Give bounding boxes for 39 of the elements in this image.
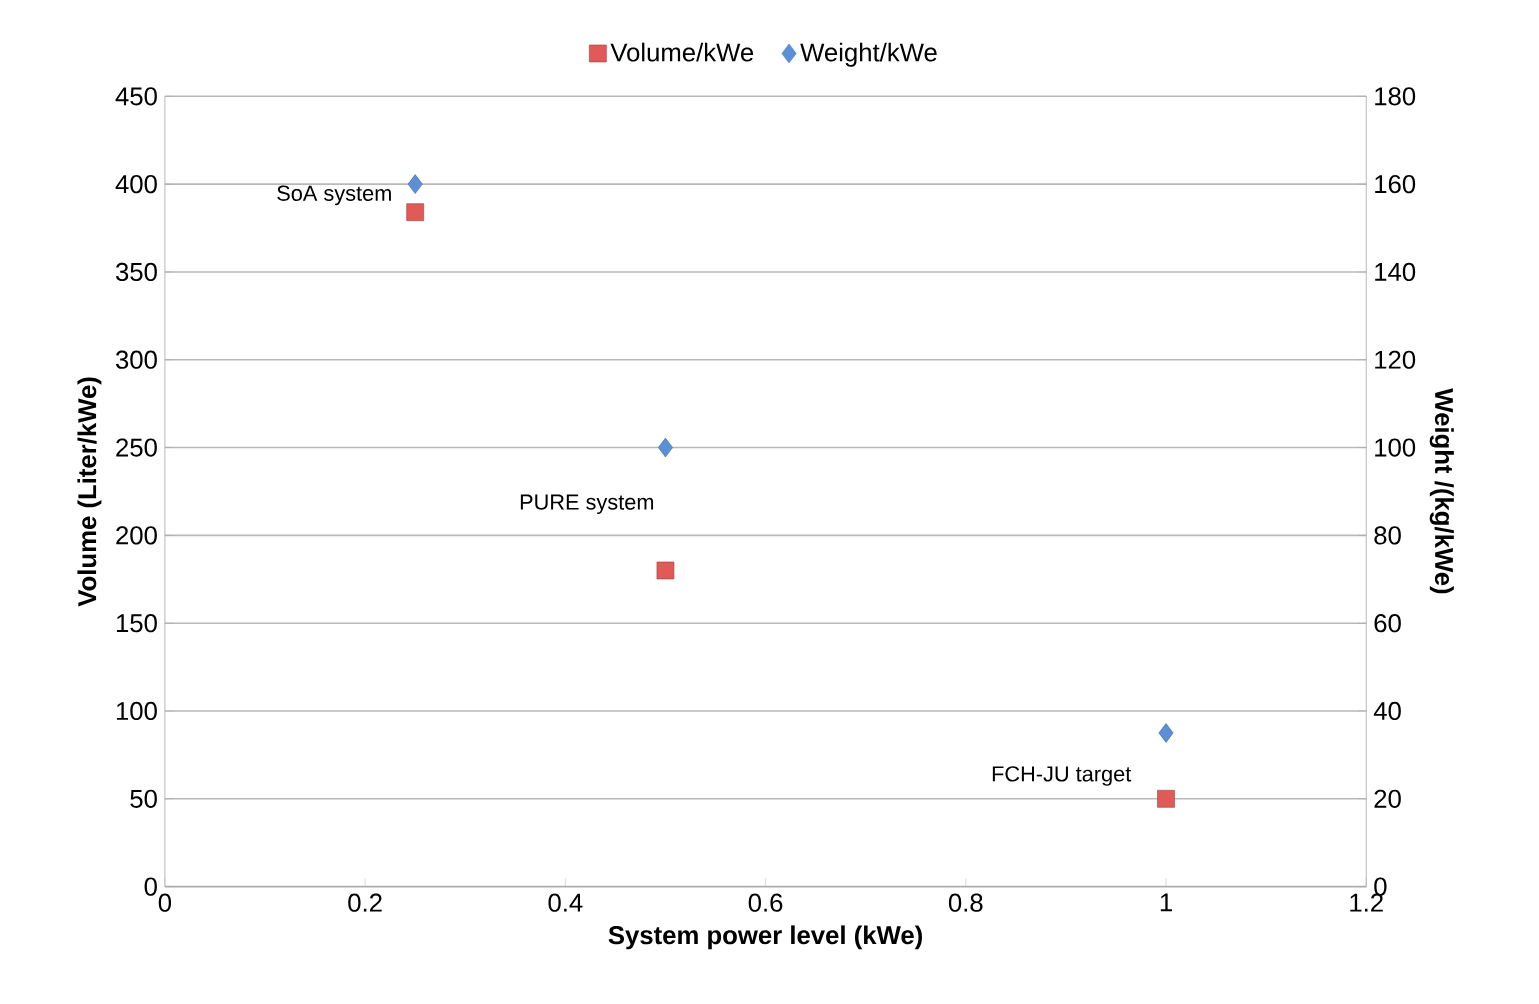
point (656, 561, 675, 580)
y2-tick-label: 180 (1375, 87, 1416, 106)
y2-tick-label: 80 (1374, 526, 1401, 545)
y2-tick-label: 120 (1375, 350, 1416, 369)
annotation: PURE system (520, 494, 654, 515)
legend-label: Volume/kWe (610, 42, 754, 62)
point (407, 174, 423, 195)
y2-tick-label: 160 (1375, 175, 1416, 194)
y2-tick-label: 20 (1374, 789, 1401, 809)
x-tick-label: 0.4 (548, 893, 583, 912)
y-tick-label: 300 (115, 350, 157, 369)
y-tick-label: 200 (116, 526, 157, 545)
y-tick-label: 350 (115, 262, 157, 282)
y2-tick-label: 140 (1375, 262, 1416, 282)
y2-tick-label: 60 (1374, 614, 1401, 633)
x-tick-label: 0 (158, 893, 172, 912)
y-tick-label: 450 (115, 87, 157, 106)
x-tick-label: 1 (1160, 893, 1172, 912)
y-tick-label: 150 (116, 614, 157, 633)
x-axis-title: System power level (kWe) (608, 925, 922, 950)
x-tick-label: 0.8 (948, 893, 983, 912)
y-tick-label: 400 (115, 175, 157, 194)
x-tick-label: 0.6 (748, 893, 783, 912)
y-tick-label: 0 (144, 877, 157, 896)
y-tick-label: 100 (116, 701, 157, 721)
y2-tick-label: 100 (1375, 438, 1416, 457)
annotation: SoA system (277, 185, 391, 206)
y-axis-title: Volume (Liter/kWe) (77, 377, 102, 607)
point (658, 437, 673, 458)
legend-label: Weight/kWe (800, 42, 937, 67)
point (406, 203, 424, 222)
y2-tick-label: 40 (1373, 701, 1401, 721)
y2-axis-title: Weight /(kg/kWe) (1429, 388, 1454, 594)
x-tick-label: 0.2 (348, 893, 382, 912)
annotation: FCH-JU target (992, 766, 1132, 786)
y-tick-label: 50 (130, 789, 157, 809)
point (1158, 723, 1174, 743)
point (1157, 790, 1175, 808)
y-tick-label: 250 (116, 438, 157, 457)
